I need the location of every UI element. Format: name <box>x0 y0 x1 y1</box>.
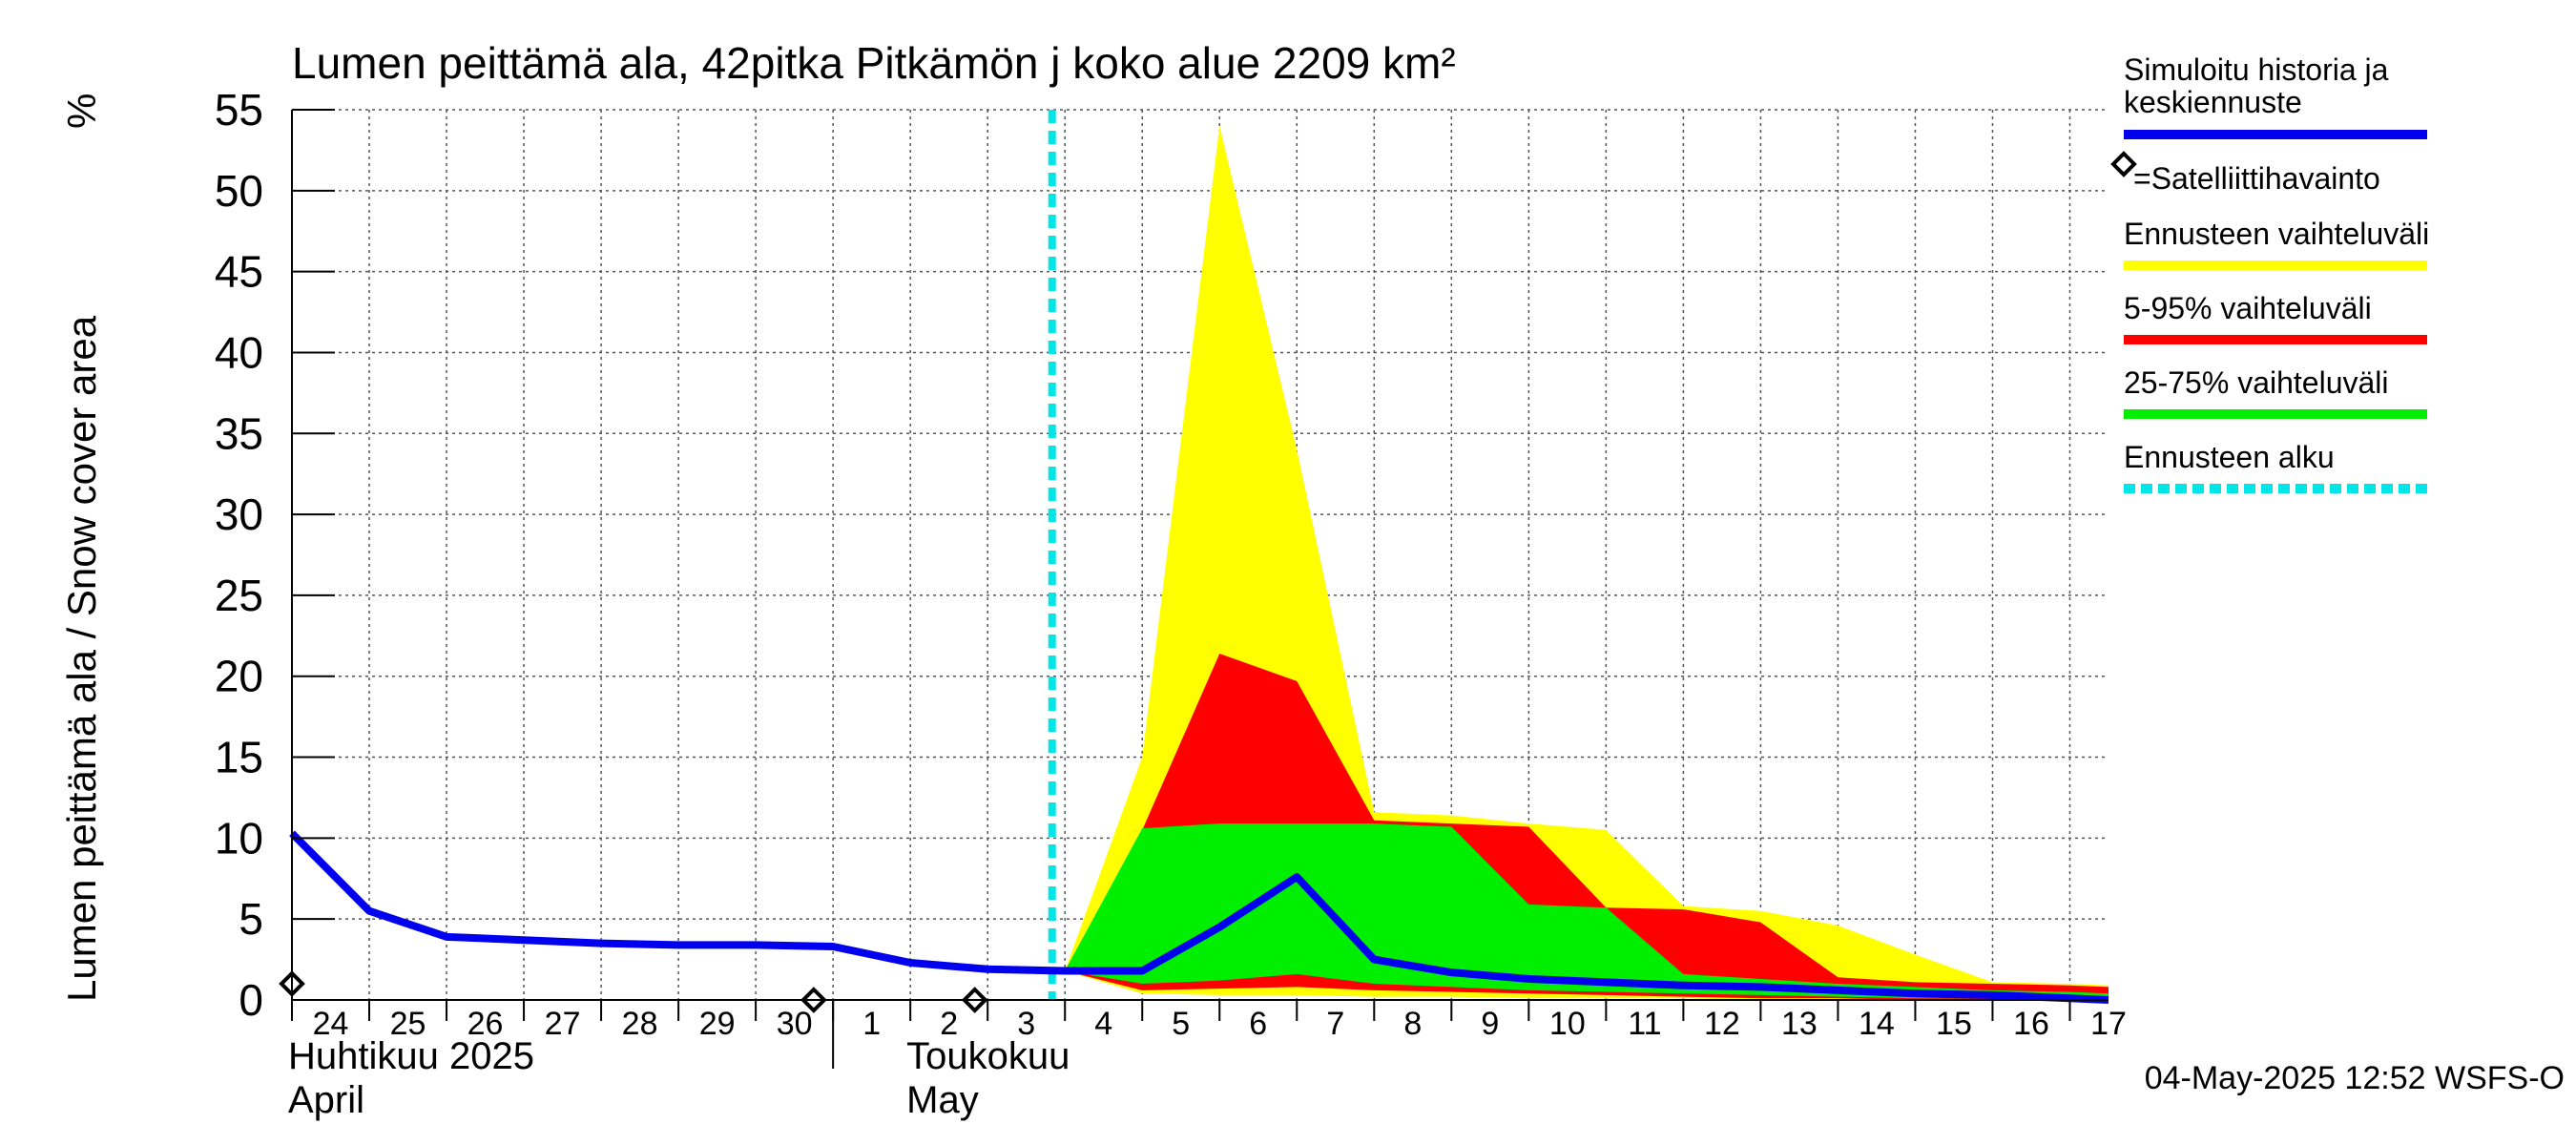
x-tick-label: 25 <box>390 1006 426 1042</box>
x-tick-label: 26 <box>467 1006 504 1042</box>
y-tick-label: 0 <box>239 975 263 1025</box>
legend-label-satellite: =Satelliittihavainto <box>2133 161 2380 196</box>
x-tick-label: 27 <box>545 1006 581 1042</box>
x-tick-label: 6 <box>1249 1006 1267 1042</box>
x-tick-label: 10 <box>1549 1006 1586 1042</box>
y-tick-label: 5 <box>239 894 263 944</box>
x-tick-label: 12 <box>1704 1006 1740 1042</box>
legend-marker-satellite <box>2110 151 2137 177</box>
footer-timestamp: 04-May-2025 12:52 WSFS-O <box>2145 1060 2565 1096</box>
x-tick-label: 13 <box>1781 1006 1818 1042</box>
x-tick-label: 8 <box>1403 1006 1422 1042</box>
y-tick-label: 35 <box>215 408 263 458</box>
x-tick-label: 3 <box>1017 1006 1035 1042</box>
lines-layer <box>279 110 2109 1013</box>
series-line-median <box>289 830 2109 1004</box>
y-tick-label: 50 <box>215 166 263 216</box>
legend-label: Ennusteen alku <box>2124 440 2335 474</box>
x-tick-label: 11 <box>1628 1006 1661 1042</box>
y-tick-label: 45 <box>215 247 263 297</box>
x-tick-label: 15 <box>1936 1006 1972 1042</box>
y-tick-label: 10 <box>215 813 263 863</box>
x-tick-label: 16 <box>2013 1006 2049 1042</box>
legend-label-median: Simuloitu historia ja <box>2124 52 2389 87</box>
x-tick-label: 9 <box>1481 1006 1499 1042</box>
legend-label: 25-75% vaihteluväli <box>2124 365 2389 400</box>
month-label-en: April <box>288 1079 364 1121</box>
y-tick-label: 15 <box>215 733 263 782</box>
x-tick-label: 1 <box>862 1006 881 1042</box>
chart-title: Lumen peittämä ala, 42pitka Pitkämön j k… <box>292 38 1456 88</box>
x-tick-label: 24 <box>313 1006 349 1042</box>
month-label-fi: Toukokuu <box>906 1035 1070 1077</box>
x-tick-label: 5 <box>1172 1006 1190 1042</box>
y-tick-label: 20 <box>215 652 263 701</box>
x-tick-label: 7 <box>1326 1006 1344 1042</box>
month-label-en: May <box>906 1079 979 1121</box>
legend-label: Ennusteen vaihteluväli <box>2124 217 2429 251</box>
x-tick-label: 17 <box>2090 1006 2127 1042</box>
x-tick-label: 14 <box>1859 1006 1895 1042</box>
x-tick-label: 4 <box>1094 1006 1112 1042</box>
x-tick-label: 29 <box>699 1006 736 1042</box>
y-axis-unit: % <box>59 94 104 129</box>
x-tick-label: 2 <box>940 1006 958 1042</box>
y-axis-label: Lumen peittämä ala / Snow cover area <box>59 315 104 1002</box>
legend-label-median-2: keskiennuste <box>2124 85 2302 119</box>
y-tick-label: 55 <box>215 85 263 135</box>
legend-label: 5-95% vaihteluväli <box>2124 291 2372 325</box>
band-25-75-vaihteluv-li <box>1065 823 2109 1000</box>
y-tick-label: 30 <box>215 489 263 539</box>
y-tick-label: 25 <box>215 571 263 620</box>
x-tick-label: 30 <box>777 1006 813 1042</box>
x-tick-label: 28 <box>622 1006 658 1042</box>
y-tick-label: 40 <box>215 327 263 377</box>
month-label-fi: Huhtikuu 2025 <box>288 1035 534 1077</box>
